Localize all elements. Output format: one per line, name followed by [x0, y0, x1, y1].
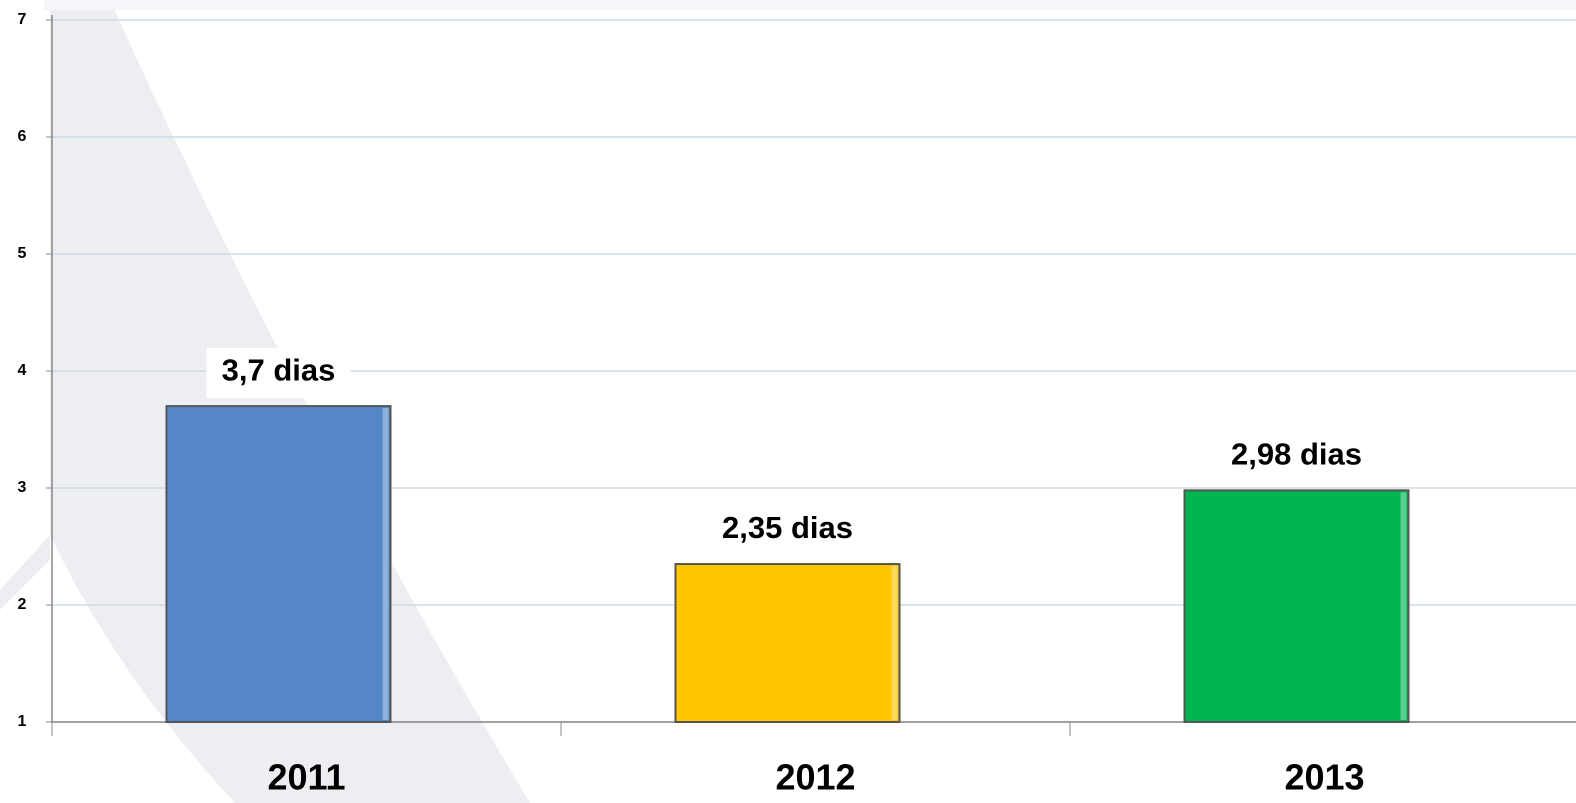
bar: [674, 563, 901, 723]
bar: [165, 405, 392, 723]
value-label-bg: [206, 348, 351, 399]
bar-highlight: [891, 566, 898, 720]
value-label: 3,7 dias: [222, 352, 336, 387]
y-tick-label: 4: [18, 362, 27, 379]
top-band: [44, 0, 1576, 10]
y-tick-label: 7: [18, 11, 27, 28]
bar-highlight: [1400, 492, 1407, 720]
value-label: 2,35 dias: [722, 510, 853, 545]
x-tick-label: 2011: [267, 757, 345, 798]
x-tick-label: 2012: [775, 757, 855, 798]
y-tick-label: 6: [18, 128, 27, 145]
bar: [1183, 489, 1410, 723]
x-tick-label: 2013: [1284, 757, 1364, 798]
y-tick-label: 2: [18, 596, 27, 613]
value-label: 2,98 dias: [1231, 437, 1362, 472]
bar-highlight: [382, 408, 389, 720]
background-swoosh: [0, 535, 50, 610]
y-tick-label: 1: [18, 713, 27, 730]
y-tick-label: 3: [18, 479, 27, 496]
y-tick-label: 5: [18, 245, 27, 262]
